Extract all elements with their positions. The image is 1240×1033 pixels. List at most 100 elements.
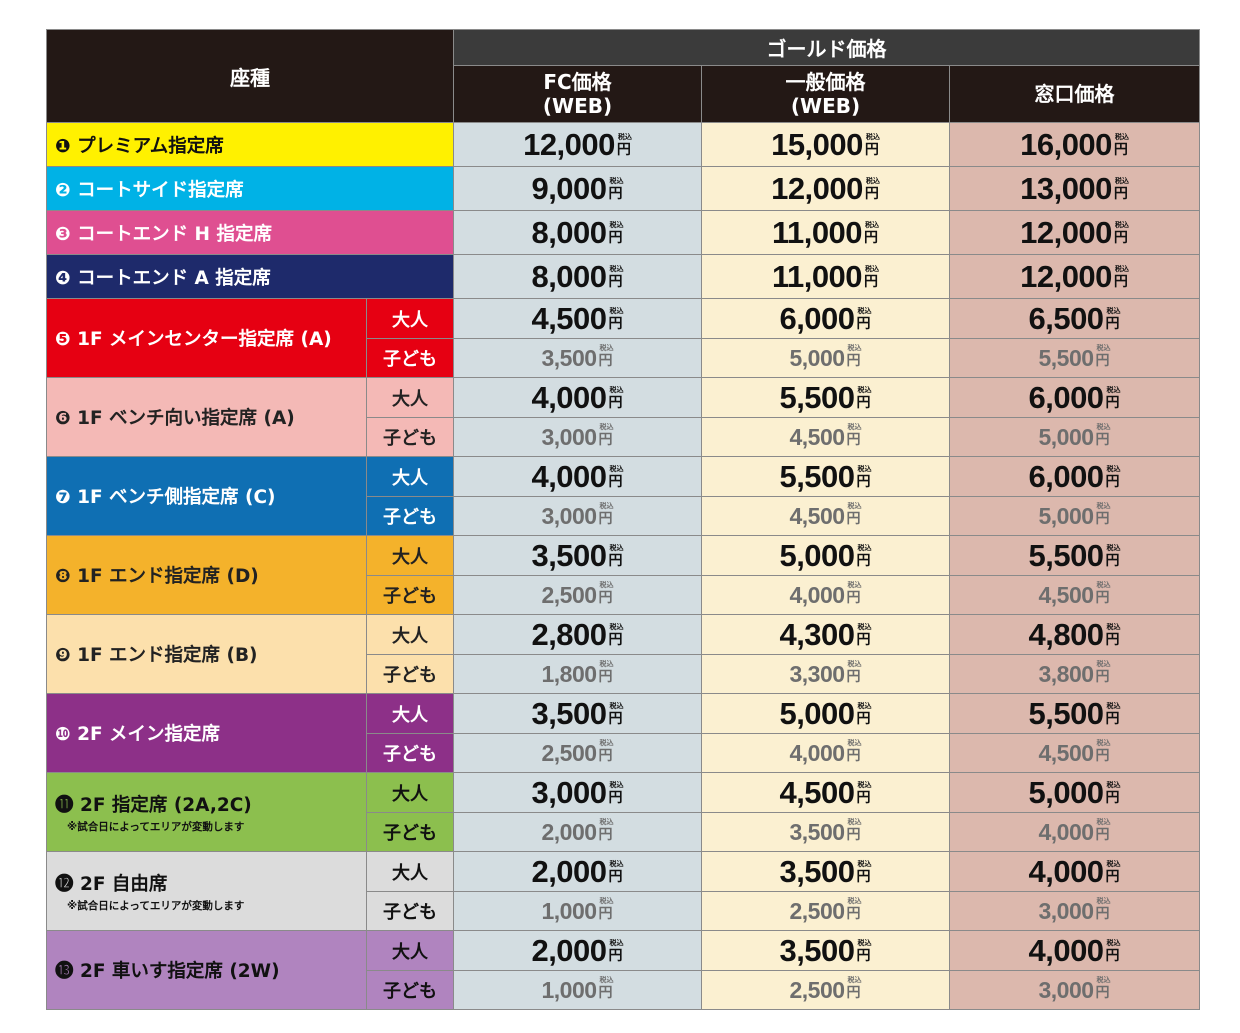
yen-unit: 円 (846, 589, 861, 606)
price-value: 3,500 (531, 695, 607, 731)
yen-tax-mark: 税込円 (1113, 133, 1129, 158)
child-general-price: 5,000 税込円 (701, 338, 950, 378)
price-value: 3,000 (541, 423, 597, 450)
seat-name: ❷ コートサイド指定席 (55, 179, 244, 201)
tax-included-mark: 税込 (865, 264, 880, 273)
yen-unit: 円 (856, 315, 871, 332)
yen-tax-mark: 税込円 (847, 660, 862, 684)
yen-unit: 円 (856, 947, 871, 964)
seat-name: ❺ 1F メインセンター指定席 (A) (55, 329, 332, 350)
seat-name: ⓭ 2F 車いす指定席 (2W) (55, 961, 280, 982)
tax-included-mark: 税込 (609, 464, 624, 473)
yen-tax-mark: 税込円 (608, 939, 624, 964)
price-value: 5,500 (779, 379, 855, 415)
yen-unit: 円 (608, 789, 623, 806)
child-window-price: 3,000 税込円 (948, 970, 1201, 1010)
yen-tax-mark: 税込円 (1106, 306, 1121, 331)
yen-unit: 円 (864, 185, 879, 202)
child-window-price: 5,500 税込円 (948, 338, 1201, 378)
seat-general-price: 12,000 税込円 (701, 166, 950, 211)
yen-unit: 円 (1095, 984, 1110, 1001)
price-value: 4,300 (779, 616, 855, 652)
yen-tax-mark: 税込円 (608, 781, 624, 806)
seat-name-cell: ❾ 1F エンド指定席 (B) (46, 614, 367, 694)
tax-included-mark: 税込 (857, 859, 872, 868)
child-window-price: 4,500 税込円 (948, 733, 1201, 773)
child-fc-price: 2,000 税込円 (453, 812, 702, 852)
tax-included-mark: 税込 (617, 132, 632, 141)
yen-tax-mark: 税込円 (1096, 739, 1111, 763)
tax-included-mark: 税込 (609, 543, 624, 552)
yen-unit: 円 (608, 947, 623, 964)
yen-tax-mark: 税込円 (599, 897, 614, 921)
yen-unit: 円 (598, 826, 613, 843)
yen-unit: 円 (598, 589, 613, 606)
price-value: 2,500 (789, 897, 845, 924)
tax-included-mark: 税込 (1096, 817, 1111, 826)
yen-tax-mark: 税込円 (1106, 781, 1121, 805)
seat-row-adult: ⓫ 2F 指定席 (2A,2C) ※試合日によってエリアが変動します 大人 3,000… (46, 772, 1201, 852)
adult-fc-price: 3,000 税込円 (453, 772, 702, 813)
adult-general-price: 6,000 税込円 (701, 298, 950, 339)
yen-unit: 円 (856, 789, 871, 806)
adult-general-price: 5,500 税込円 (701, 377, 950, 418)
seat-type-header-label: 座種 (230, 65, 270, 90)
yen-tax-mark: 税込円 (857, 859, 872, 884)
adult-label: 大人 (366, 456, 454, 497)
yen-unit: 円 (846, 352, 861, 369)
adult-fc-price: 2,000 税込円 (453, 851, 702, 892)
yen-unit: 円 (1105, 947, 1120, 964)
price-value: 2,500 (541, 739, 597, 766)
price-value: 2,000 (531, 853, 607, 889)
adult-label: 大人 (366, 772, 454, 813)
tax-included-mark: 税込 (599, 975, 614, 984)
gold-price-header: ゴールド価格 (452, 29, 1201, 66)
price-value: 12,000 (1020, 214, 1112, 250)
price-value: 3,500 (789, 818, 845, 845)
price-value: 5,500 (1038, 344, 1094, 371)
yen-tax-mark: 税込円 (1096, 897, 1111, 921)
tax-included-mark: 税込 (1106, 306, 1121, 315)
seat-name: ❹ コートエンド A 指定席 (55, 267, 271, 289)
price-value: 5,500 (779, 458, 855, 494)
seat-general-price: 15,000 税込円 (701, 122, 950, 167)
child-window-price: 3,800 税込円 (948, 654, 1201, 694)
child-window-price: 4,500 税込円 (948, 575, 1201, 615)
child-fc-price: 2,500 税込円 (453, 733, 702, 773)
child-fc-price: 1,000 税込円 (453, 970, 702, 1010)
adult-general-price: 4,500 税込円 (701, 772, 950, 813)
adult-general-price: 5,500 税込円 (701, 456, 950, 497)
price-value: 6,000 (779, 300, 855, 336)
tax-included-mark: 税込 (609, 385, 624, 394)
adult-fc-price: 2,000 税込円 (453, 930, 702, 971)
tax-included-mark: 税込 (847, 896, 862, 905)
price-value: 2,000 (531, 932, 607, 968)
tax-included-mark: 税込 (609, 701, 624, 710)
yen-tax-mark: 税込円 (1096, 502, 1111, 526)
yen-unit: 円 (608, 185, 623, 202)
adult-label: 大人 (366, 377, 454, 418)
yen-tax-mark: 税込円 (847, 976, 862, 1000)
price-value: 4,500 (531, 300, 607, 336)
tax-included-mark: 税込 (1106, 543, 1121, 552)
tax-included-mark: 税込 (599, 422, 614, 431)
child-label: 子ども (366, 733, 454, 773)
tax-included-mark: 税込 (857, 543, 872, 552)
yen-unit: 円 (1113, 141, 1128, 158)
tax-included-mark: 税込 (857, 780, 872, 789)
tax-included-mark: 税込 (847, 343, 862, 352)
yen-tax-mark: 税込円 (857, 623, 872, 647)
adult-label: 大人 (366, 614, 454, 655)
tax-included-mark: 税込 (1114, 176, 1129, 185)
child-general-price: 3,500 税込円 (701, 812, 950, 852)
adult-label: 大人 (366, 851, 454, 892)
yen-tax-mark: 税込円 (599, 344, 614, 368)
seat-name-cell: ❷ コートサイド指定席 (46, 166, 454, 211)
adult-window-price: 4,800 税込円 (948, 614, 1201, 655)
adult-general-price: 3,500 税込円 (701, 930, 950, 971)
seat-row-adult: ❼ 1F ベンチ側指定席 (C) 大人 4,000 税込円 5,500 税込円 6,000 税… (46, 456, 1201, 536)
adult-fc-price: 3,500 税込円 (453, 535, 702, 576)
seat-fc-price: 9,000 税込円 (453, 166, 702, 211)
adult-label: 大人 (366, 693, 454, 734)
price-value: 3,000 (531, 774, 607, 810)
